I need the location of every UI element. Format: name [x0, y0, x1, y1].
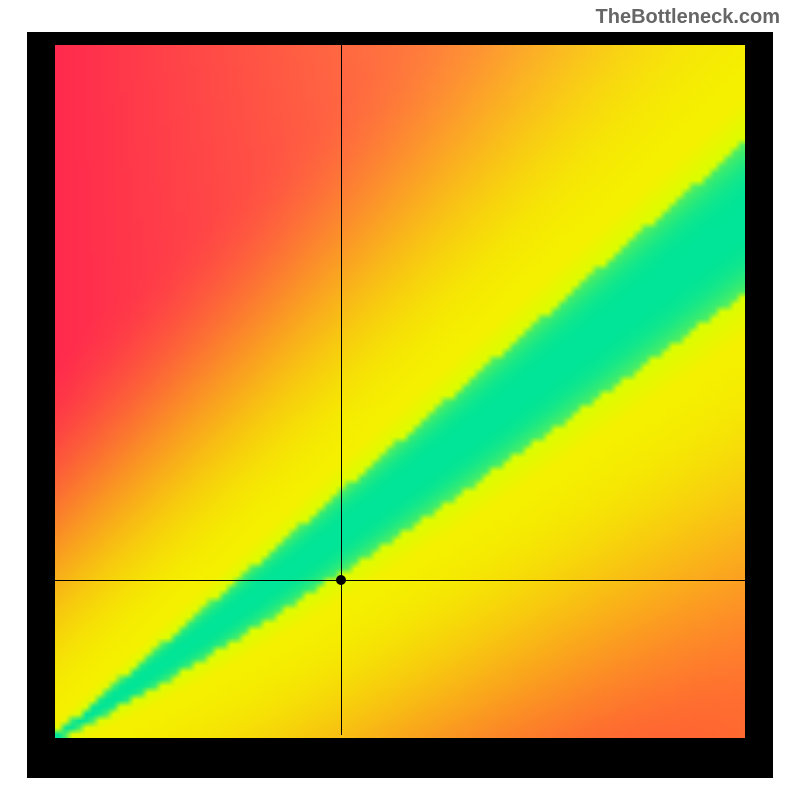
attribution-text: TheBottleneck.com	[596, 6, 780, 29]
heatmap-canvas	[55, 45, 745, 738]
crosshair-horizontal	[55, 580, 745, 581]
plot-inner	[55, 45, 745, 738]
crosshair-vertical	[341, 45, 342, 735]
plot-outer-border	[27, 32, 773, 778]
chart-container: TheBottleneck.com	[0, 0, 800, 800]
